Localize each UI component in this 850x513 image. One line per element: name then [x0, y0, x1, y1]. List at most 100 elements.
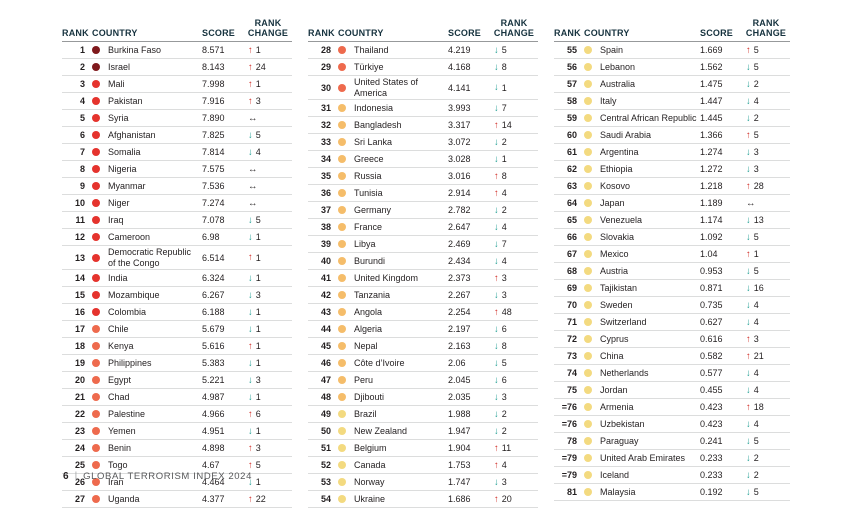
rank-change-cell: ↓ 5 [742, 232, 790, 242]
rank-cell: 75 [566, 385, 577, 395]
dot-cell [92, 253, 108, 262]
rank-down-arrow-icon: ↓ [248, 289, 253, 301]
rank-change-value: 4 [753, 385, 759, 395]
table-row: 62 Ethiopia 1.272 ↓ 3 [554, 161, 790, 178]
rank-up-arrow-icon: ↑ [248, 61, 253, 73]
score-value: 4.67 [202, 460, 220, 470]
rank-cell: 49 [320, 409, 331, 419]
rank-change-cell: ↓ 2 [742, 453, 790, 463]
dot-cell [338, 291, 354, 299]
dot-cell [584, 233, 600, 241]
dot-cell [584, 454, 600, 462]
dot-cell [584, 318, 600, 326]
country-label: Japan [600, 197, 625, 208]
dot-cell [584, 369, 600, 377]
score-level-dot-icon [92, 114, 100, 122]
rank-down-arrow-icon: ↓ [494, 425, 499, 437]
rank-down-arrow-icon: ↓ [248, 272, 253, 284]
rank-cell: 52 [320, 460, 331, 470]
rank-change-cell: ↓ 2 [742, 470, 790, 480]
score-level-dot-icon [92, 495, 100, 503]
score-value: 2.035 [448, 392, 471, 402]
footer-divider: | [74, 471, 78, 482]
rank-cell: 58 [566, 96, 577, 106]
score-level-dot-icon [584, 352, 592, 360]
rank-change-cell: ↓ 5 [742, 62, 790, 72]
table-row: 33 Sri Lanka 3.072 ↓ 2 [308, 134, 538, 151]
rank-change-value: 6 [501, 375, 507, 385]
rank-change-cell: ↓ 3 [244, 290, 292, 300]
rank-change-cell: ↑ 4 [490, 188, 538, 198]
rank-up-arrow-icon: ↑ [494, 306, 499, 318]
dot-cell [338, 240, 354, 248]
table-row: =79 Iceland 0.233 ↓ 2 [554, 467, 790, 484]
rank-change-cell: ↑ 3 [244, 443, 292, 453]
table-row: 28 Thailand 4.219 ↓ 5 [308, 42, 538, 59]
rank-change-value: 1 [255, 324, 261, 334]
country-label: Uzbekistan [600, 418, 645, 429]
rank-change-cell: ↓ 3 [742, 147, 790, 157]
table-row: 21 Chad 4.987 ↓ 1 [62, 389, 292, 406]
country-label: Iraq [108, 214, 124, 225]
score-level-dot-icon [92, 427, 100, 435]
rank-change-cell: ↓ 3 [490, 290, 538, 300]
score-value: 6.324 [202, 273, 225, 283]
table-row: 2 Israel 8.143 ↑ 24 [62, 59, 292, 76]
score-value: 1.272 [700, 164, 723, 174]
dot-cell [338, 427, 354, 435]
rank-cell: 68 [566, 266, 577, 276]
country-label: Sri Lanka [354, 136, 393, 147]
dot-cell [338, 83, 354, 92]
rank-down-arrow-icon: ↓ [494, 289, 499, 301]
score-value: 3.072 [448, 137, 471, 147]
score-value: 7.814 [202, 147, 225, 157]
rank-change-value: 4 [753, 317, 759, 327]
score-value: 2.163 [448, 341, 471, 351]
score-value: 5.616 [202, 341, 225, 351]
score-value: 1.988 [448, 409, 471, 419]
rank-change-cell: ↑ 1 [244, 253, 292, 263]
country-label: Tunisia [354, 187, 383, 198]
score-value: 0.233 [700, 453, 723, 463]
rank-change-cell: ↔ [244, 164, 292, 174]
score-level-dot-icon [584, 488, 592, 496]
rank-change-value: 3 [255, 443, 261, 453]
rank-cell: 69 [566, 283, 577, 293]
rank-down-arrow-icon: ↓ [248, 214, 253, 226]
table-row: 27 Uganda 4.377 ↑ 22 [62, 491, 292, 508]
score-value: 7.825 [202, 130, 225, 140]
table-row: 34 Greece 3.028 ↓ 1 [308, 151, 538, 168]
dot-cell [584, 250, 600, 258]
table-row: 51 Belgium 1.904 ↑ 11 [308, 440, 538, 457]
rank-down-arrow-icon: ↓ [494, 82, 499, 93]
score-value: 5.679 [202, 324, 225, 334]
rank-up-arrow-icon: ↑ [746, 44, 751, 56]
score-level-dot-icon [584, 301, 592, 309]
table-row: 15 Mozambique 6.267 ↓ 3 [62, 287, 292, 304]
rank-change-column-header: RANK CHANGE [247, 18, 289, 38]
rank-down-arrow-icon: ↓ [746, 231, 751, 243]
rank-change-value: 3 [501, 477, 507, 487]
rank-change-cell: ↔ [244, 198, 292, 208]
dot-cell [92, 46, 108, 54]
score-value: 0.953 [700, 266, 723, 276]
rank-cell: 47 [320, 375, 331, 385]
rank-cell: 71 [566, 317, 577, 327]
rank-change-value: 20 [501, 494, 512, 504]
country-label: Algeria [354, 323, 383, 334]
ranking-tables: RANK COUNTRY SCORE RANK CHANGE 1 Burkina … [62, 14, 790, 508]
rank-change-value: 16 [753, 283, 764, 293]
rank-cell: 40 [320, 256, 331, 266]
dot-cell [584, 403, 600, 411]
score-level-dot-icon [338, 155, 346, 163]
rank-cell: 20 [74, 375, 85, 385]
rank-change-cell: ↓ 7 [490, 239, 538, 249]
table-row: 64 Japan 1.189 ↔ [554, 195, 790, 212]
rank-down-arrow-icon: ↓ [494, 323, 499, 335]
rank-cell: 16 [74, 307, 85, 317]
country-label: Afghanistan [108, 129, 156, 140]
country-label: Uganda [108, 493, 140, 504]
country-label: Switzerland [600, 316, 647, 327]
score-level-dot-icon [338, 376, 346, 384]
rank-change-value: 1 [255, 45, 261, 55]
